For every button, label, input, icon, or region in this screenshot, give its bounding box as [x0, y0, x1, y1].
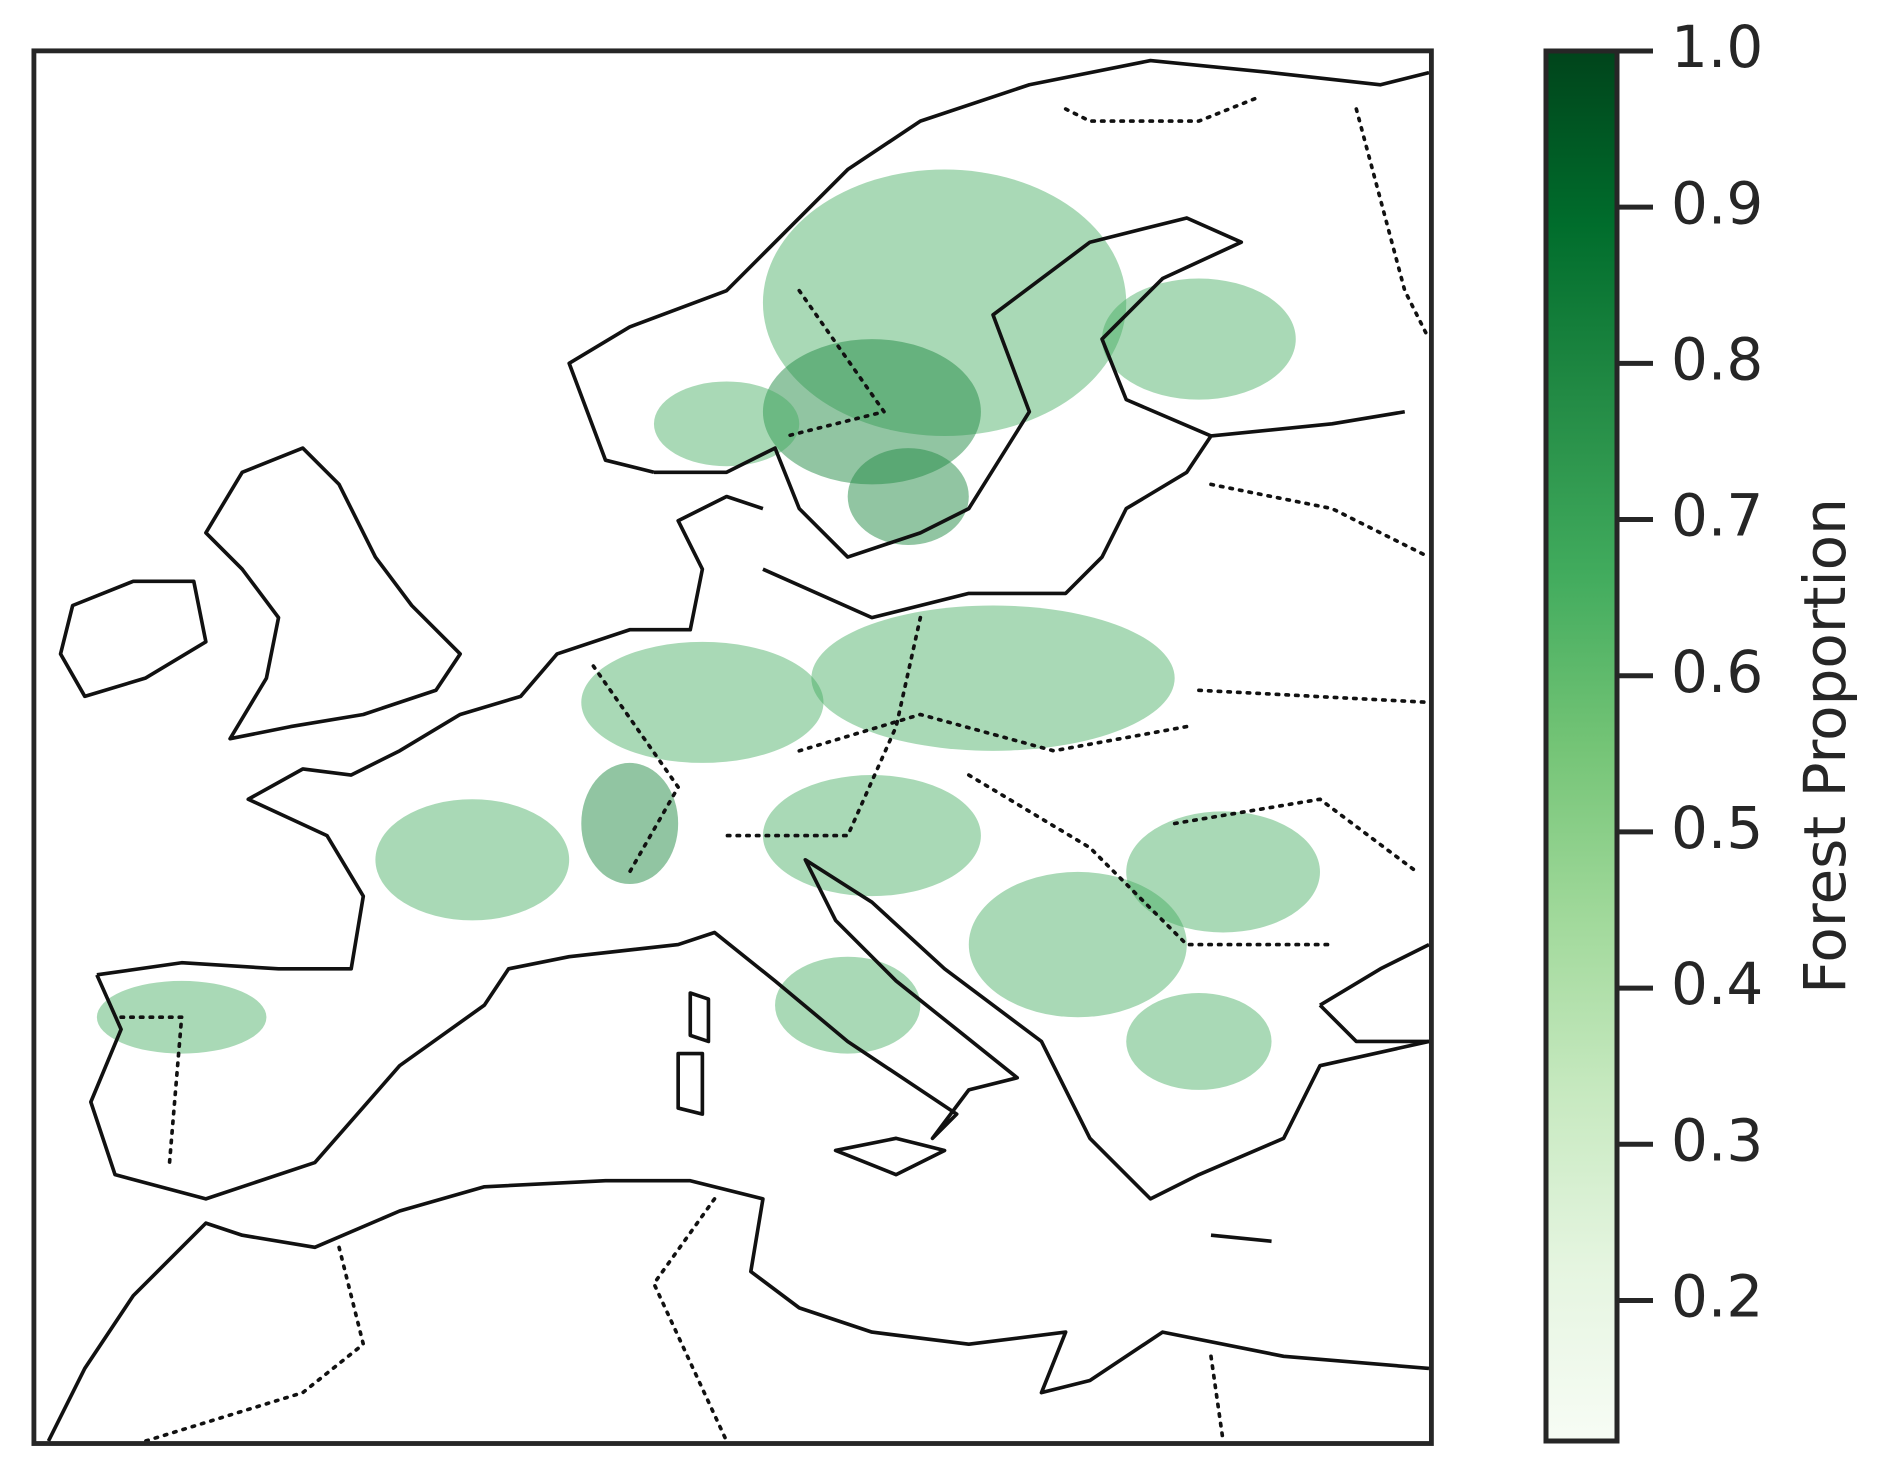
colorbar-tick-label: 0.3: [1671, 1106, 1763, 1174]
forest-cover: [96, 169, 1320, 1090]
map-frame: [31, 48, 1434, 1446]
colorbar-label: Forest Proportion: [1791, 498, 1859, 994]
colorbar-tick-label: 0.9: [1671, 169, 1763, 237]
colorbar-tick-label: 0.6: [1671, 638, 1763, 706]
colorbar-tick-label: 0.5: [1671, 794, 1763, 862]
colorbar-gradient: [1543, 48, 1620, 1444]
borders: [119, 95, 1431, 1443]
colorbar-tick-label: 0.7: [1671, 482, 1763, 550]
colorbar: Forest Proportion 0.2 0.3 0.4 0.5 0.6 0.7 0.8 0…: [1543, 13, 1859, 1444]
coastlines: [46, 58, 1430, 1442]
colorbar-tick-label: 0.8: [1671, 325, 1763, 393]
colorbar-tick-label: 1.0: [1671, 13, 1763, 81]
map: [31, 48, 1434, 1446]
colorbar-tick-label: 0.4: [1671, 950, 1763, 1018]
colorbar-tick-label: 0.2: [1671, 1263, 1763, 1331]
